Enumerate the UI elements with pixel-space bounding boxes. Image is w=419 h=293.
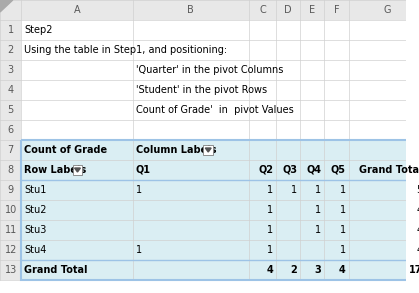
- Text: 2: 2: [291, 265, 297, 275]
- Text: Q1: Q1: [136, 165, 150, 175]
- Bar: [203, 145, 213, 155]
- Bar: [21, 140, 419, 160]
- Text: 3: 3: [315, 265, 321, 275]
- Text: 1: 1: [340, 205, 346, 215]
- Bar: [72, 165, 82, 175]
- Text: 1: 1: [340, 225, 346, 235]
- Bar: [21, 160, 419, 180]
- Text: 4: 4: [416, 205, 419, 215]
- Text: Row Labels: Row Labels: [24, 165, 86, 175]
- Text: Grand Total: Grand Total: [24, 265, 88, 275]
- Text: 1: 1: [267, 225, 273, 235]
- Text: 4: 4: [416, 225, 419, 235]
- Text: A: A: [74, 5, 80, 15]
- Text: 10: 10: [5, 205, 17, 215]
- Text: Stu2: Stu2: [24, 205, 47, 215]
- Text: 1: 1: [316, 185, 321, 195]
- Text: Step2: Step2: [24, 25, 53, 35]
- Bar: [21, 220, 419, 240]
- Text: 1: 1: [291, 185, 297, 195]
- Bar: [21, 240, 419, 260]
- Text: 7: 7: [8, 145, 14, 155]
- Text: 3: 3: [8, 65, 14, 75]
- Text: D: D: [285, 5, 292, 15]
- Text: Q3: Q3: [282, 165, 297, 175]
- Text: 12: 12: [5, 245, 17, 255]
- Text: 11: 11: [5, 225, 17, 235]
- Text: 2: 2: [8, 45, 14, 55]
- Text: 1: 1: [267, 245, 273, 255]
- Text: Q5: Q5: [331, 165, 346, 175]
- Text: F: F: [334, 5, 339, 15]
- Text: 1: 1: [340, 185, 346, 195]
- Text: Grand Total: Grand Total: [359, 165, 419, 175]
- Text: 5: 5: [8, 105, 14, 115]
- Text: E: E: [309, 5, 316, 15]
- Text: 6: 6: [8, 125, 14, 135]
- Polygon shape: [0, 0, 13, 12]
- Polygon shape: [75, 168, 80, 172]
- Polygon shape: [205, 148, 211, 152]
- Bar: [21, 200, 419, 220]
- Text: 8: 8: [8, 165, 14, 175]
- Text: Q4: Q4: [307, 165, 321, 175]
- Text: G: G: [383, 5, 391, 15]
- Text: 4: 4: [266, 265, 273, 275]
- Text: 1: 1: [136, 185, 142, 195]
- Bar: [21, 260, 419, 280]
- Text: Stu4: Stu4: [24, 245, 47, 255]
- Bar: [21, 180, 419, 200]
- Text: 1: 1: [136, 245, 142, 255]
- Text: 17: 17: [409, 265, 419, 275]
- Text: Using the table in Step1, and positioning:: Using the table in Step1, and positionin…: [24, 45, 228, 55]
- Text: 5: 5: [416, 185, 419, 195]
- Text: 1: 1: [316, 225, 321, 235]
- Bar: [21, 140, 419, 280]
- Text: B: B: [187, 5, 194, 15]
- Text: 'Quarter' in the pivot Columns: 'Quarter' in the pivot Columns: [136, 65, 283, 75]
- Text: Count of Grade'  in  pivot Values: Count of Grade' in pivot Values: [136, 105, 293, 115]
- Text: 9: 9: [8, 185, 14, 195]
- Text: 1: 1: [267, 205, 273, 215]
- Text: 4: 4: [339, 265, 346, 275]
- Text: 4: 4: [416, 245, 419, 255]
- Text: Stu3: Stu3: [24, 225, 47, 235]
- Text: 1: 1: [8, 25, 14, 35]
- Text: 1: 1: [316, 205, 321, 215]
- Text: 'Student' in the pivot Rows: 'Student' in the pivot Rows: [136, 85, 267, 95]
- Text: 1: 1: [267, 185, 273, 195]
- Text: Column Labels: Column Labels: [136, 145, 216, 155]
- Text: 1: 1: [340, 245, 346, 255]
- Text: Q2: Q2: [258, 165, 273, 175]
- Text: C: C: [259, 5, 266, 15]
- Text: 4: 4: [8, 85, 14, 95]
- Text: 13: 13: [5, 265, 17, 275]
- Text: Stu1: Stu1: [24, 185, 47, 195]
- Text: Count of Grade: Count of Grade: [24, 145, 107, 155]
- Bar: [0, 0, 21, 280]
- Bar: [0, 0, 419, 20]
